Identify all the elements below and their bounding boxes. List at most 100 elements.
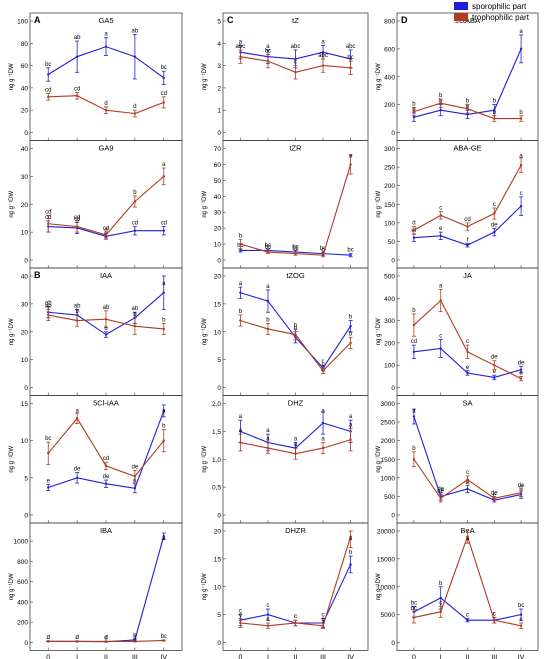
significance-letter: a (266, 437, 270, 443)
significance-letter: a (266, 428, 270, 434)
data-point (294, 57, 297, 61)
x-tick-label: 0 (412, 655, 416, 659)
y-tick-label: 100 (384, 363, 395, 370)
y-tick-label: 5 (217, 357, 221, 364)
y-tick-label: 1,5 (212, 429, 221, 436)
significance-letter: c (322, 613, 325, 619)
data-point (466, 243, 469, 247)
significance-letter: c (239, 609, 242, 615)
series-line-sporophilic (48, 535, 165, 643)
data-point (162, 76, 165, 80)
data-point (294, 333, 297, 336)
panel-BeA: 050001000015000200000IIIIIIIVStageng g⁻¹… (376, 522, 539, 659)
significance-letter: bc (320, 246, 326, 252)
series-line-trophophilic (240, 164, 352, 256)
data-point (493, 376, 496, 379)
y-tick-label: 100 (17, 19, 28, 26)
significance-letter: bc (45, 62, 51, 68)
data-point (439, 299, 442, 302)
data-point (239, 430, 242, 433)
data-point (294, 621, 297, 625)
significance-letter: a (349, 536, 353, 542)
y-axis-label: ng g⁻¹DW (202, 445, 208, 472)
data-point (412, 236, 416, 239)
panel-frame (396, 140, 539, 269)
data-point (493, 117, 496, 120)
y-tick-label: 3000 (381, 401, 396, 408)
y-axis-label: ng g⁻¹DW (376, 318, 382, 345)
y-tick-label: 800 (17, 559, 28, 566)
data-point (104, 482, 108, 485)
y-tick-label: 1,0 (212, 457, 221, 464)
panel-DHZR: 051015200IIIIIIIVStageng g⁻¹DWDHZRccccbc… (202, 522, 369, 659)
data-point (47, 640, 50, 643)
y-tick-label: 20 (214, 274, 222, 281)
data-point (349, 324, 352, 328)
legend-label-sporophilic: sporophilic part (472, 2, 527, 11)
data-point (294, 252, 297, 255)
y-tick-label: 80 (21, 41, 29, 48)
significance-letter: a (162, 536, 166, 542)
data-point (321, 64, 325, 67)
y-tick-label: 200 (384, 340, 395, 347)
significance-letter: cd (161, 91, 167, 97)
y-tick-label: 400 (384, 74, 395, 81)
y-tick-label: 60 (214, 162, 222, 169)
significance-letter: a (466, 536, 470, 542)
significance-letter: b (349, 550, 353, 556)
significance-letter: c (294, 60, 297, 66)
data-point (519, 377, 523, 380)
y-tick-label: 10 (21, 438, 29, 445)
data-point (439, 347, 442, 350)
y-axis-label: ng g⁻¹DW (9, 190, 15, 217)
significance-letter: a (75, 409, 79, 415)
significance-letter: d (133, 635, 136, 641)
data-point (266, 446, 270, 450)
y-tick-label: 250 (384, 165, 395, 172)
data-point (412, 350, 416, 354)
y-tick-label: 5 (217, 612, 221, 619)
y-tick-label: 5 (24, 475, 28, 482)
significance-letter: cd (45, 209, 51, 215)
significance-letter: cd (74, 215, 80, 221)
significance-letter: bc (292, 246, 298, 252)
significance-letter: c (294, 614, 297, 620)
significance-letter: c (322, 617, 325, 623)
significance-letter: e (439, 226, 443, 232)
data-point (266, 299, 270, 303)
significance-letter: c (466, 339, 469, 345)
data-point (466, 371, 469, 375)
panel-title: IBA (100, 526, 112, 535)
data-point (439, 497, 442, 500)
y-tick-label: 0 (24, 385, 28, 392)
significance-letter: a (412, 409, 416, 415)
y-tick-label: 50 (214, 178, 222, 185)
data-point (519, 164, 523, 167)
y-axis-label: ng g⁻¹DW (9, 445, 15, 472)
y-tick-label: 20 (21, 329, 29, 336)
significance-letter: e (519, 370, 523, 376)
data-point (412, 229, 416, 232)
data-point (104, 109, 108, 112)
data-point (266, 250, 270, 254)
data-point (239, 55, 242, 58)
significance-letter: de (132, 464, 139, 470)
data-point (466, 478, 469, 481)
significance-letter: ab (45, 301, 52, 307)
significance-letter: abc (236, 44, 246, 50)
significance-letter: cd (464, 217, 470, 223)
y-tick-label: 100 (384, 220, 395, 227)
significance-letter: ab (74, 303, 81, 309)
significance-letter: a (239, 40, 243, 46)
significance-letter: de (491, 490, 498, 496)
significance-letter: ab (74, 35, 81, 41)
y-tick-label: 10 (214, 329, 222, 336)
significance-letter: a (266, 284, 270, 290)
significance-letter: cd (161, 221, 167, 227)
significance-letter: de (491, 355, 498, 361)
significance-letter: a (162, 162, 166, 168)
data-point (493, 619, 496, 622)
panel-frame (29, 140, 183, 269)
significance-letter: bc (411, 606, 417, 612)
